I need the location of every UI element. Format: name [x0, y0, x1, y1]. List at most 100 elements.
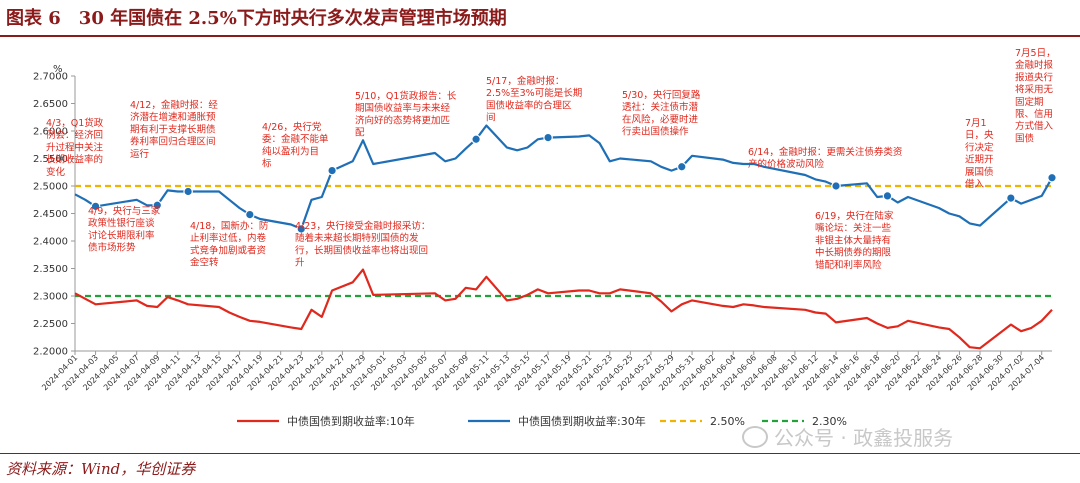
- annotation-text: 6/19，央行在陆家嘴论坛：关注一些非银主体大量持有中长期债券的期限错配和利率风…: [815, 210, 894, 271]
- annotation-text: 5/10，Q1货政报告：长期国债收益率与未来经济向好的态势将更加匹配: [355, 90, 457, 139]
- annotation-line: 国债收益率的合理区: [486, 99, 572, 111]
- annotation-line: 4/3，Q1货政: [46, 117, 104, 129]
- annotation-text: 4/18，国新办：防止利率过低，内卷式竞争加剧或者资金空转: [190, 220, 269, 269]
- annotation-line: 报道央行: [1015, 71, 1054, 83]
- legend-30y-label: 中债国债到期收益率:30年: [518, 414, 646, 428]
- y-tick-label: 2.4500: [33, 209, 68, 220]
- annotation-line: 间: [486, 112, 496, 124]
- annotation-line: 6/19，央行在陆家: [815, 210, 894, 222]
- annotation-line: 4/18，国新办：防: [190, 220, 269, 232]
- annotation-marker: [245, 209, 255, 220]
- annotation-marker: [183, 186, 193, 197]
- annotation-line: 运行: [130, 148, 150, 160]
- annotation-line: 委：金融不能单: [262, 133, 329, 145]
- annotation-line: 借入: [965, 178, 985, 190]
- annotation-line: 4/23，央行接受金融时报采访：: [295, 220, 430, 232]
- annotation-line: 非银主体大量持有: [815, 234, 891, 246]
- annotation-line: 止利率过低，内卷: [190, 232, 267, 244]
- annotation-text: 7月5日，金融时报报道央行将采用无固定期限、信用方式借入国债: [1015, 48, 1056, 144]
- annotation-line: 2.5%至3%可能是长期: [486, 87, 582, 99]
- annotation-line: 式竞争加剧或者资: [190, 244, 267, 256]
- annotation-line: 行，长期国债收益率也将出现回: [295, 244, 428, 256]
- annotation-line: 纯以盈利为目: [262, 145, 319, 157]
- annotation-text: 5/17，金融时报： 2.5%至3%可能是长期国债收益率的合理区间: [486, 75, 582, 124]
- legend-250-label: 2.50%: [710, 415, 745, 428]
- annotation-line: 国债: [1015, 132, 1035, 144]
- annotation-line: 长期收益率的: [46, 154, 103, 166]
- annotation-line: 配: [355, 128, 365, 139]
- annotation-text: 4/26，央行党委：金融不能单纯以盈利为目标: [262, 121, 329, 170]
- annotation-line: 4/26，央行党: [262, 121, 322, 133]
- annotation-line: 固定期: [1015, 96, 1044, 108]
- annotation-text: 4/23，央行接受金融时报采访：随着未来超长期特别国债的发行，长期国债收益率也将…: [295, 220, 430, 269]
- annotation-line: 行决定: [965, 141, 994, 153]
- annotation-line: 济潜在增速和通胀预: [130, 111, 216, 123]
- y-tick-label: 2.6500: [33, 99, 68, 110]
- y-axis-unit: %: [53, 64, 63, 75]
- annotation-line: 标: [262, 158, 272, 170]
- annotation-line: 6/14，金融时报：更需关注债券类资: [748, 146, 903, 158]
- annotation-line: 行卖出国债操作: [622, 126, 689, 138]
- y-tick-label: 2.4000: [33, 237, 68, 248]
- y-tick-label: 2.7000: [33, 72, 68, 83]
- annotation-text: 4/9，央行与三家政策性银行座谈讨论长期限利率债市场形势: [88, 205, 161, 254]
- annotation-line: 方式借入: [1015, 120, 1054, 132]
- y-tick-label: 2.5000: [33, 182, 68, 193]
- annotation-line: 将采用无: [1015, 85, 1054, 96]
- annotation-line: 券利率回归合理区间: [130, 136, 216, 148]
- annotation-line: 期国债收益率与未来经: [355, 102, 451, 114]
- series-10y-line: [74, 268, 1053, 350]
- annotation-text: 4/3，Q1货政例会：经济回升过程中关注长期收益率的变化: [46, 117, 104, 178]
- annotation-line: 金空转: [190, 257, 219, 269]
- annotation-line: 例会：经济回: [46, 129, 103, 141]
- y-tick-label: 2.3500: [33, 264, 68, 275]
- annotation-marker: [1047, 172, 1057, 183]
- annotation-marker: [296, 224, 307, 234]
- bottom-rule: [0, 453, 1080, 454]
- annotation-line: 限、信用: [1015, 108, 1053, 120]
- annotation-marker: [152, 200, 163, 211]
- series-30y-line: [74, 124, 1053, 230]
- annotation-line: 产的价格波动风险: [748, 158, 825, 170]
- y-tick-label: 2.5500: [33, 154, 68, 165]
- annotation-line: 7月1: [965, 118, 987, 129]
- annotation-line: 升: [295, 258, 305, 269]
- annotation-marker: [90, 201, 101, 212]
- annotation-line: 变化: [46, 166, 66, 178]
- annotation-marker: [543, 132, 553, 143]
- annotation-line: 随着未来超长期特别国债的发: [295, 232, 419, 244]
- annotation-line: 政策性银行座谈: [88, 217, 155, 229]
- annotation-line: 透社：关注债市潜: [622, 101, 699, 113]
- annotation-text: 7月1 日，央行决定近期开展国债借入: [965, 118, 994, 190]
- watermark: 公众号 · 政鑫投服务: [742, 422, 953, 451]
- annotation-line: 错配和利率风险: [815, 259, 882, 271]
- annotation-line: 7月5日，: [1015, 48, 1056, 59]
- annotation-marker: [831, 181, 841, 191]
- y-tick-label: 2.3000: [33, 292, 68, 303]
- legend-10y-label: 中债国债到期收益率:10年: [287, 414, 415, 428]
- annotation-line: 债市场形势: [88, 242, 136, 254]
- annotation-marker: [471, 134, 481, 145]
- annotation-line: 日，央: [965, 129, 994, 141]
- y-tick-label: 2.6000: [33, 127, 68, 138]
- annotation-marker: [676, 161, 687, 172]
- y-tick-label: 2.2000: [33, 347, 68, 358]
- title-bar: 图表 6 30 年国债在 2.5%下方时央行多次发声管理市场预期: [0, 0, 1080, 38]
- annotation-text: 5/30，央行回复路透社：关注债市潜在风险，必要时进行卖出国债操作: [622, 89, 701, 138]
- y-tick-label: 2.2500: [33, 319, 68, 330]
- figure-title: 图表 6 30 年国债在 2.5%下方时央行多次发声管理市场预期: [6, 8, 507, 29]
- annotation-marker: [327, 165, 337, 176]
- annotation-line: 期有利于支撑长期债: [130, 123, 216, 135]
- annotation-line: 中长期债券的期限: [815, 247, 892, 259]
- annotation-text: 6/14，金融时报：更需关注债券类资产的价格波动风险: [748, 146, 903, 170]
- annotation-line: 在风险，必要时进: [622, 113, 699, 125]
- annotation-line: 济向好的态势将更加匹: [355, 114, 450, 126]
- annotation-marker: [1006, 193, 1016, 203]
- annotation-line: 5/30，央行回复路: [622, 89, 701, 101]
- watermark-text: 公众号 · 政鑫投服务: [774, 426, 954, 450]
- annotation-line: 嘴论坛：关注一些: [815, 222, 892, 234]
- annotation-line: 5/17，金融时报：: [486, 75, 564, 87]
- title-rule: [0, 35, 1080, 37]
- annotation-text: 4/12，金融时报：经济潜在增速和通胀预期有利于支撑长期债券利率回归合理区间运行: [130, 99, 218, 160]
- wechat-icon: [742, 426, 768, 448]
